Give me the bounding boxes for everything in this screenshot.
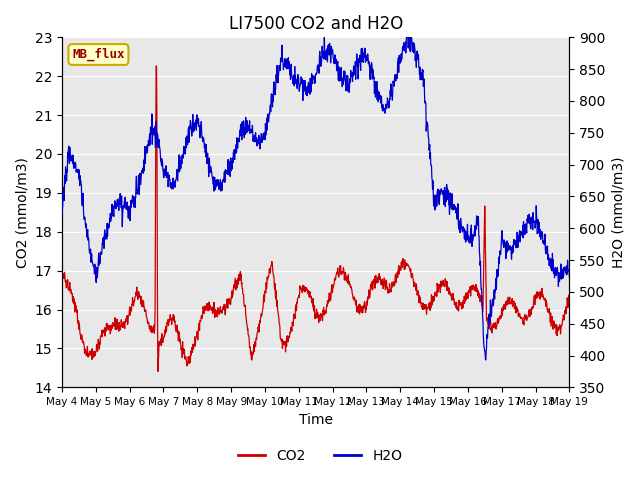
- Y-axis label: H2O (mmol/m3): H2O (mmol/m3): [611, 156, 625, 268]
- Text: MB_flux: MB_flux: [72, 48, 125, 61]
- Legend: CO2, H2O: CO2, H2O: [232, 443, 408, 468]
- X-axis label: Time: Time: [299, 413, 333, 427]
- Y-axis label: CO2 (mmol/m3): CO2 (mmol/m3): [15, 157, 29, 268]
- Title: LI7500 CO2 and H2O: LI7500 CO2 and H2O: [228, 15, 403, 33]
